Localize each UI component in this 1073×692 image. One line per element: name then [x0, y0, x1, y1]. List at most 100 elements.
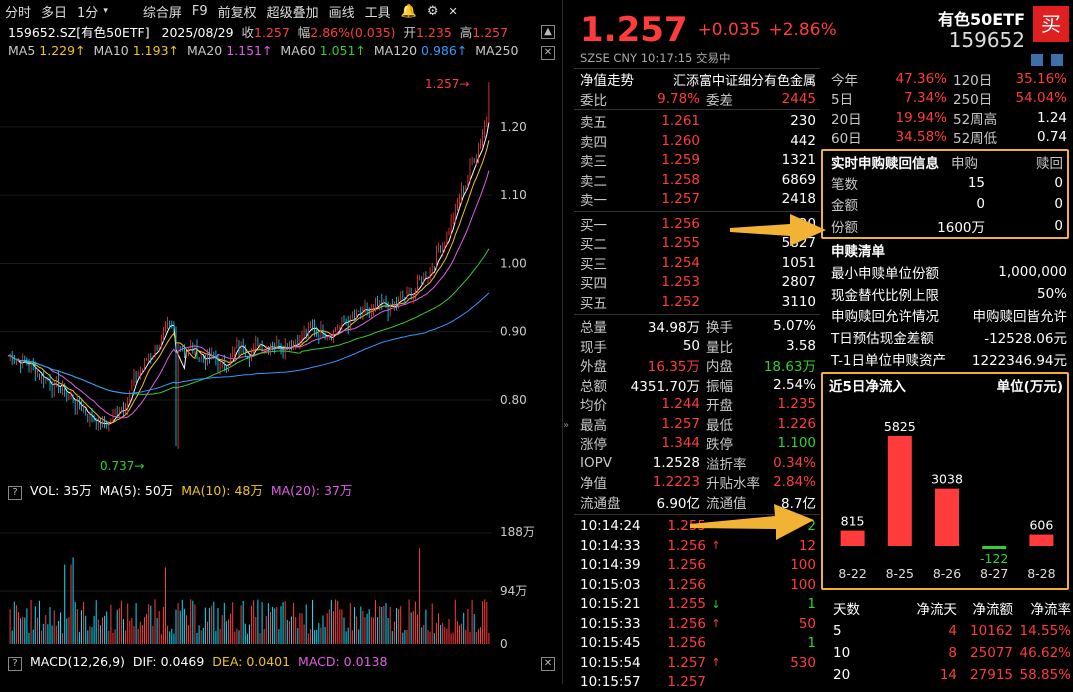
settings-icon[interactable]: ⚙ — [422, 4, 444, 19]
inflow-value-label: 3038 — [931, 472, 963, 487]
vol-value: VOL: 35万 — [30, 483, 92, 498]
pcf-row: T日预估现金差额-12528.06元 — [831, 326, 1073, 348]
weicha-value: 2445 — [744, 91, 820, 107]
vol-ma10: MA(10): 48万 — [181, 483, 263, 498]
edit-icon[interactable] — [1031, 54, 1043, 66]
tick-time: 10:15:54 — [580, 655, 650, 671]
close-icon[interactable]: ✕ — [541, 657, 555, 671]
stat-label: 最低 — [700, 414, 764, 434]
level-label: 买一 — [580, 214, 622, 234]
buy-button[interactable]: 买 — [1033, 6, 1069, 42]
subred-label: 笔数 — [831, 173, 881, 193]
tab-tools[interactable]: 工具 — [360, 2, 396, 21]
kline-panel[interactable]: 分时 多日 1分 ▾ 综合屏 F9 前复权 超级叠加 画线 工具 🔔 ⚙ ✕ 1… — [0, 0, 563, 684]
volume-chart[interactable]: 188万 94万 0 — [0, 498, 563, 653]
exchange-status: SZSE CNY 10:17:15 交易中 — [574, 50, 820, 68]
tab-overlay[interactable]: 超级叠加 — [262, 2, 324, 21]
ma60-value: 1.051↑ — [320, 43, 366, 58]
price-info-bar: 159652.SZ[有色50ETF] 2025/08/29 收1.257 幅2.… — [0, 22, 563, 42]
tab-overview[interactable]: 综合屏 — [138, 2, 187, 21]
close-icon[interactable]: ✕ — [444, 5, 463, 18]
stat-value: 34.98万 — [630, 316, 700, 336]
tab-adjust[interactable]: 前复权 — [213, 2, 262, 21]
price-ytick: 1.20 — [500, 120, 527, 134]
tab-f9[interactable]: F9 — [187, 4, 213, 19]
stat-label: 净值 — [580, 472, 630, 492]
period-select[interactable]: 1分 — [72, 2, 103, 21]
bell-icon[interactable]: 🔔 — [396, 4, 422, 19]
inflow-header: 净流天 — [897, 598, 957, 618]
stat-label: IOPV — [580, 455, 630, 471]
level-price: 1.252 — [622, 294, 700, 310]
price-change: +0.035 — [698, 20, 761, 40]
change-label: 幅 — [298, 25, 311, 40]
inflow-cell: 14.55% — [1013, 623, 1071, 639]
change-value: 2.86%(0.035) — [310, 25, 395, 40]
expand-panel-icon[interactable]: » — [563, 420, 573, 436]
stat-label: 跌停 — [700, 433, 764, 453]
ma60-label: MA60 — [280, 43, 315, 58]
level-label: 买二 — [580, 233, 622, 253]
inflow-header-row: 天数净流天净流额净流率 — [833, 596, 1073, 620]
tick-time: 10:15:33 — [580, 616, 650, 632]
help-icon[interactable]: ? — [8, 657, 22, 671]
perf-value: 7.34% — [871, 90, 947, 106]
chevron-down-icon[interactable]: ▾ — [103, 6, 138, 16]
stat-value: 1.2223 — [630, 474, 700, 490]
level-volume: 2807 — [744, 274, 820, 290]
ma20-label: MA20 — [187, 43, 222, 58]
pcf-value: 50% — [967, 286, 1073, 302]
weibi-value: 9.78% — [622, 91, 700, 107]
inflow-cell: 5 — [833, 623, 897, 639]
inflow-header: 净流率 — [1013, 598, 1071, 618]
stat-value: 2.54% — [764, 377, 820, 393]
candlestick-chart[interactable]: 1.257→ 0.737→ 1.201.101.000.900.80 — [0, 63, 563, 473]
tab-multiday[interactable]: 多日 — [36, 2, 72, 21]
stat-label: 内盘 — [700, 355, 764, 375]
perf-value: 34.58% — [871, 129, 947, 145]
inflow-bar — [888, 436, 912, 546]
bar-date: 2025/08/29 — [162, 25, 234, 40]
ma10-value: 1.193↑ — [133, 43, 179, 58]
stat-value: 1.344 — [630, 435, 700, 451]
tab-intraday[interactable]: 分时 — [0, 2, 36, 21]
ma-legend: MA5 1.229↑ MA10 1.193↑ MA20 1.151↑ MA60 … — [0, 43, 563, 63]
stat-label: 均价 — [580, 394, 630, 414]
open-label: 开 — [403, 25, 416, 40]
stat-label: 流通盘 — [580, 492, 630, 512]
level-label: 买三 — [580, 253, 622, 273]
pcf-value: 1222346.94元 — [967, 349, 1073, 369]
subred-sub-value: 15 — [881, 175, 985, 191]
subred-label: 金额 — [831, 194, 881, 214]
stat-label: 最高 — [580, 414, 630, 434]
ma5-label: MA5 — [8, 43, 35, 58]
panel-tools — [821, 52, 1073, 69]
close-icon[interactable]: ✕ — [541, 46, 555, 60]
level-label: 买五 — [580, 292, 622, 312]
nav-trend-row[interactable]: 净值走势 汇添富中证细分有色金属 — [574, 68, 820, 89]
level-price: 1.255 — [622, 235, 700, 251]
tab-draw[interactable]: 画线 — [324, 2, 360, 21]
collapse-icon[interactable]: ▲ — [541, 25, 555, 39]
expand-icon[interactable] — [1051, 54, 1063, 66]
pcf-label: 现金替代比例上限 — [831, 284, 967, 304]
inflow-cell: 58.85% — [1013, 667, 1071, 683]
